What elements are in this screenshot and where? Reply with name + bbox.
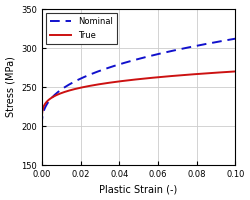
Nominal xyxy=(234,37,237,40)
True xyxy=(56,93,59,96)
True xyxy=(44,102,47,104)
Line: Nominal: Nominal xyxy=(42,39,235,126)
Nominal xyxy=(40,125,43,127)
True xyxy=(41,109,44,112)
Nominal xyxy=(56,91,59,94)
Nominal xyxy=(41,115,44,117)
Y-axis label: Stress (MPa): Stress (MPa) xyxy=(6,57,16,117)
Nominal xyxy=(178,48,182,50)
True xyxy=(40,125,43,127)
X-axis label: Plastic Strain (-): Plastic Strain (-) xyxy=(100,184,178,194)
True xyxy=(234,70,237,73)
True xyxy=(178,74,182,77)
Line: True: True xyxy=(42,71,235,126)
Nominal xyxy=(44,105,47,107)
True xyxy=(45,101,48,103)
Nominal xyxy=(48,99,51,101)
Nominal xyxy=(45,103,48,106)
Legend: Nominal, True: Nominal, True xyxy=(46,13,117,44)
True xyxy=(48,98,51,100)
